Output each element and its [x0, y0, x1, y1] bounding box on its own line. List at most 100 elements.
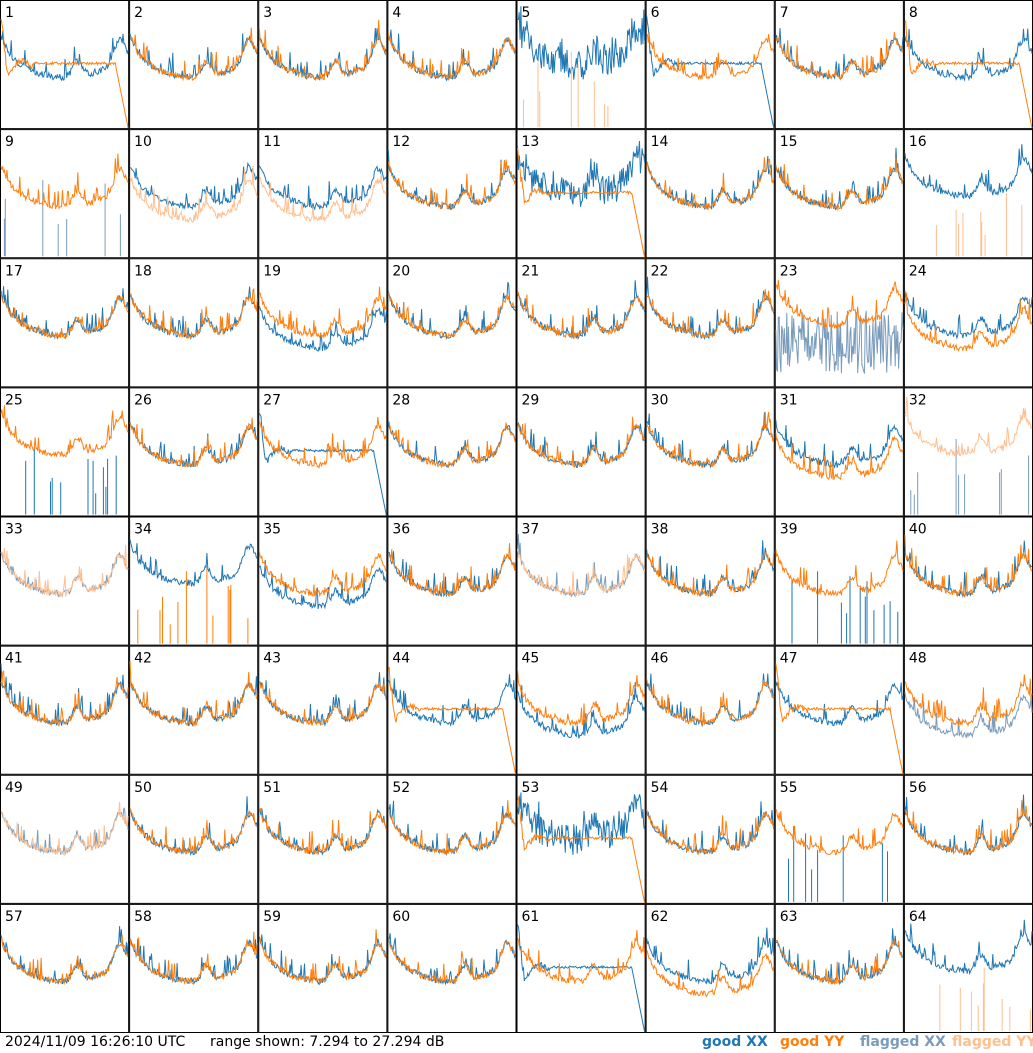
panel-5: 5 [516, 0, 646, 130]
panel-47: 47 [774, 645, 904, 775]
panel-label: 5 [522, 5, 531, 21]
panel-33: 33 [0, 516, 130, 646]
panel-label: 47 [780, 651, 798, 667]
panel-frame [0, 129, 130, 259]
panel-60: 60 [387, 903, 517, 1033]
panel-11: 11 [258, 129, 388, 259]
panel-45: 45 [516, 645, 646, 775]
panel-label: 50 [134, 780, 152, 796]
series-yy-37 [517, 548, 646, 598]
panel-36: 36 [387, 516, 517, 646]
series-xx-64 [904, 919, 1033, 976]
series-yy-54 [646, 808, 775, 855]
panel-19: 19 [258, 258, 388, 388]
panel-64: 64 [903, 903, 1033, 1033]
legend-flagged-yy: flagged YY [952, 1034, 1033, 1050]
series-yy-42 [129, 660, 258, 727]
panel-label: 62 [651, 909, 669, 925]
series-xx-25 [25, 446, 117, 515]
series-yy-29 [517, 416, 646, 468]
panel-label: 28 [392, 392, 410, 408]
panel-50: 50 [129, 774, 259, 904]
series-xx-51 [258, 808, 387, 856]
series-yy-19 [259, 286, 387, 339]
panel-label: 15 [780, 134, 798, 150]
panel-14: 14 [645, 129, 775, 259]
panel-label: 64 [909, 909, 927, 925]
panel-49: 49 [0, 774, 130, 904]
series-yy-46 [646, 678, 775, 726]
series-xx-24 [904, 290, 1033, 340]
series-yy-31 [775, 432, 904, 481]
series-yy-9 [0, 153, 129, 210]
series-yy-57 [0, 934, 129, 986]
series-yy-16 [935, 193, 1023, 257]
panel-42: 42 [129, 645, 259, 775]
panel-18: 18 [129, 258, 259, 388]
series-xx-5 [517, 6, 646, 80]
series-yy-18 [130, 287, 258, 340]
panel-39: 39 [774, 516, 904, 646]
panel-57: 57 [0, 903, 130, 1033]
legend-flagged-xx: flagged XX [860, 1034, 946, 1050]
series-yy-43 [258, 681, 387, 726]
panel-frame [387, 774, 517, 904]
panel-label: 11 [263, 134, 281, 150]
panel-29: 29 [516, 387, 646, 517]
series-yy-58 [129, 931, 258, 986]
series-yy-12 [387, 159, 516, 210]
series-yy-55 [775, 808, 904, 856]
series-yy-32 [904, 396, 1033, 457]
series-yy-38 [646, 551, 775, 598]
series-xx-16 [904, 144, 1033, 200]
panel-34: 34 [129, 516, 259, 646]
panel-label: 35 [263, 522, 281, 538]
series-yy-14 [646, 157, 775, 211]
series-yy-62 [646, 949, 775, 998]
series-yy-3 [258, 19, 387, 81]
series-yy-23 [775, 279, 904, 329]
panel-41: 41 [0, 645, 130, 775]
panel-label: 24 [909, 263, 927, 279]
series-xx-47 [775, 680, 904, 727]
series-yy-4 [387, 32, 516, 81]
series-xx-59 [258, 934, 387, 986]
panel-label: 57 [5, 909, 23, 925]
panel-62: 62 [645, 903, 775, 1033]
panel-label: 13 [522, 134, 540, 150]
panel-30: 30 [645, 387, 775, 517]
panel-label: 7 [780, 5, 789, 21]
panel-frame [903, 903, 1033, 1033]
series-xx-39 [791, 571, 899, 644]
series-yy-26 [129, 417, 258, 468]
series-xx-15 [775, 147, 904, 211]
series-yy-15 [775, 157, 904, 212]
series-xx-19 [258, 305, 387, 353]
panel-28: 28 [387, 387, 517, 517]
series-xx-53 [517, 792, 646, 855]
series-yy-21 [517, 290, 646, 340]
series-yy-44 [387, 667, 516, 774]
series-yy-33 [0, 544, 129, 599]
panel-frame [903, 129, 1033, 259]
panel-label: 32 [909, 392, 927, 408]
series-yy-17 [0, 293, 129, 339]
panel-6: 6 [645, 0, 775, 130]
series-yy-5 [523, 51, 609, 128]
panel-53: 53 [516, 774, 646, 904]
panel-label: 12 [392, 134, 410, 150]
series-yy-1 [0, 18, 129, 129]
panel-52: 52 [387, 774, 517, 904]
series-yy-47 [775, 663, 904, 774]
panel-label: 42 [134, 651, 152, 667]
series-xx-13 [517, 140, 646, 207]
panel-label: 22 [651, 263, 669, 279]
panel-label: 25 [5, 392, 23, 408]
panel-4: 4 [387, 0, 517, 130]
panel-label: 43 [263, 651, 281, 667]
panel-10: 10 [129, 129, 259, 259]
series-yy-30 [646, 411, 775, 468]
series-yy-60 [387, 939, 516, 985]
series-xx-6 [646, 15, 775, 129]
panel-frame [129, 0, 259, 130]
